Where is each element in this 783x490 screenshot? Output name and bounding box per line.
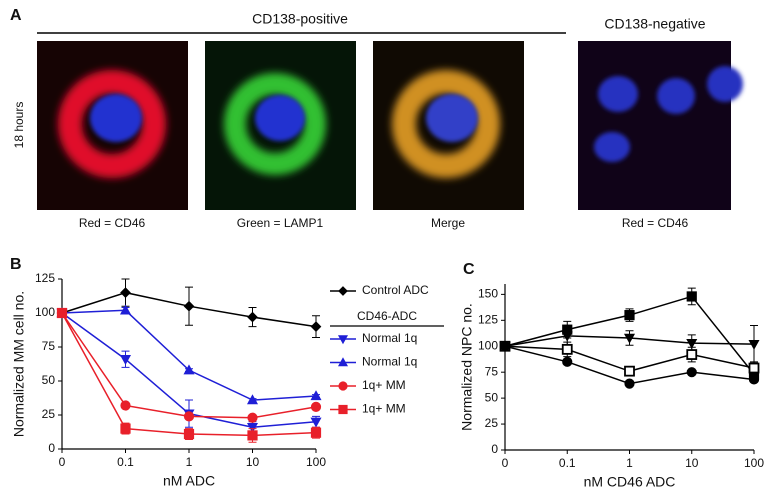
y-tick-label: 125 <box>478 312 498 326</box>
point <box>246 423 259 433</box>
point <box>686 367 697 378</box>
x-tick-label: 100 <box>306 455 326 469</box>
x-tick-label: 0 <box>502 456 509 470</box>
point <box>310 390 322 401</box>
legend-label: 1q+ MM <box>362 402 406 416</box>
y-tick-label: 0 <box>491 442 498 456</box>
x-axis-label: nM ADC <box>163 473 215 489</box>
point <box>183 300 195 312</box>
y-tick-label: 0 <box>48 441 55 455</box>
point <box>561 343 573 355</box>
y-tick-label: 25 <box>42 407 56 421</box>
legend-marker <box>338 381 348 391</box>
point <box>120 423 131 434</box>
point <box>748 339 760 350</box>
y-tick-label: 100 <box>35 305 55 319</box>
point <box>119 304 132 315</box>
x-tick-label: 10 <box>246 455 260 469</box>
point <box>247 412 258 423</box>
legend-label: 1q+ MM <box>362 378 406 392</box>
point <box>120 400 131 411</box>
point <box>310 401 322 412</box>
point <box>247 311 258 323</box>
legend-label: Normal 1q <box>362 355 417 369</box>
point <box>624 378 635 389</box>
point <box>686 291 697 302</box>
x-tick-label: 1 <box>186 455 193 469</box>
y-tick-label: 50 <box>42 373 56 387</box>
point <box>56 307 68 319</box>
micrograph <box>205 41 356 210</box>
legend-label: Control ADC <box>362 283 429 297</box>
point <box>247 430 258 441</box>
y-tick-label: 75 <box>485 364 499 378</box>
point <box>183 411 195 422</box>
legend-label: Normal 1q <box>362 331 417 345</box>
group-header: CD138-negative <box>604 16 705 32</box>
micrograph <box>373 41 524 210</box>
point <box>748 362 760 374</box>
x-axis-label: nM CD46 ADC <box>584 474 676 490</box>
x-tick-label: 1 <box>626 456 633 470</box>
legend-marker <box>337 357 349 367</box>
caption: Red = CD46 <box>622 216 689 230</box>
point <box>624 365 635 377</box>
legend-marker <box>337 335 349 345</box>
x-tick-label: 0.1 <box>117 455 134 469</box>
point <box>310 321 322 332</box>
caption: Green = LAMP1 <box>237 216 324 230</box>
legend-group-title: CD46-ADC <box>357 309 417 323</box>
x-tick-label: 10 <box>685 456 699 470</box>
x-tick-label: 100 <box>744 456 764 470</box>
micrograph <box>37 41 188 210</box>
caption: Red = CD46 <box>79 216 146 230</box>
legend-marker <box>338 286 348 296</box>
legend-marker <box>338 404 348 415</box>
point <box>561 331 573 342</box>
point <box>686 338 698 349</box>
point <box>119 355 132 365</box>
point <box>310 417 322 428</box>
point <box>183 428 195 440</box>
group-header: CD138-positive <box>252 11 348 27</box>
x-tick-label: 0.1 <box>559 456 576 470</box>
panel-letter: B <box>10 256 22 273</box>
point <box>499 341 511 352</box>
point <box>624 310 635 321</box>
x-tick-label: 0 <box>59 455 66 469</box>
time-label: 18 hours <box>12 102 26 149</box>
point <box>623 333 636 344</box>
y-axis-label: Normalized MM cell no. <box>11 291 27 437</box>
caption: Merge <box>431 216 465 230</box>
point <box>748 374 760 385</box>
y-tick-label: 150 <box>478 287 498 301</box>
micrograph <box>578 41 743 210</box>
y-tick-label: 25 <box>485 416 499 430</box>
y-tick-label: 100 <box>478 338 498 352</box>
panel-letter: C <box>463 261 475 278</box>
panel-letter: A <box>10 7 22 24</box>
point <box>686 349 698 360</box>
y-tick-label: 50 <box>485 390 499 404</box>
point <box>562 356 573 367</box>
point <box>120 287 131 298</box>
y-tick-label: 125 <box>35 271 55 285</box>
point <box>246 394 259 405</box>
point <box>310 427 322 438</box>
y-axis-label: Normalized NPC no. <box>459 303 475 431</box>
y-tick-label: 75 <box>42 339 56 353</box>
series-line <box>504 345 755 385</box>
point <box>183 364 195 375</box>
